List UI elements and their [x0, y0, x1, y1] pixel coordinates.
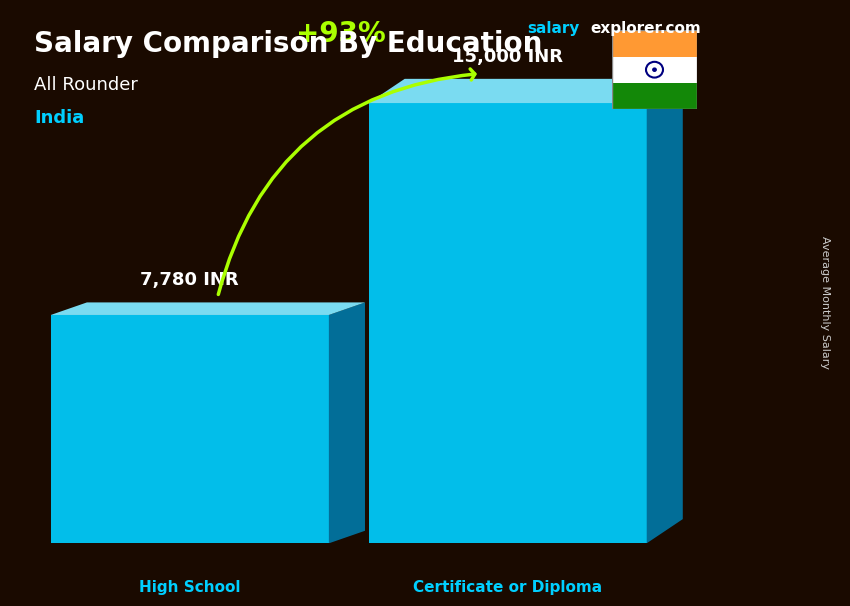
- Bar: [612, 83, 697, 109]
- Bar: [612, 56, 697, 83]
- Text: 7,780 INR: 7,780 INR: [140, 271, 239, 289]
- Polygon shape: [647, 79, 683, 544]
- Text: Average Monthly Salary: Average Monthly Salary: [819, 236, 830, 370]
- Text: Salary Comparison By Education: Salary Comparison By Education: [34, 30, 542, 58]
- Text: salary: salary: [527, 21, 580, 36]
- Text: Certificate or Diploma: Certificate or Diploma: [413, 581, 602, 595]
- Circle shape: [653, 68, 656, 72]
- Polygon shape: [329, 302, 365, 544]
- Text: High School: High School: [139, 581, 241, 595]
- Text: India: India: [34, 109, 84, 127]
- Polygon shape: [369, 79, 683, 103]
- Text: 15,000 INR: 15,000 INR: [452, 48, 563, 65]
- Text: All Rounder: All Rounder: [34, 76, 138, 94]
- Polygon shape: [51, 302, 365, 315]
- FancyBboxPatch shape: [51, 315, 329, 544]
- Bar: [612, 30, 697, 56]
- FancyBboxPatch shape: [369, 103, 647, 544]
- Text: explorer.com: explorer.com: [591, 21, 701, 36]
- Text: +93%: +93%: [296, 21, 386, 48]
